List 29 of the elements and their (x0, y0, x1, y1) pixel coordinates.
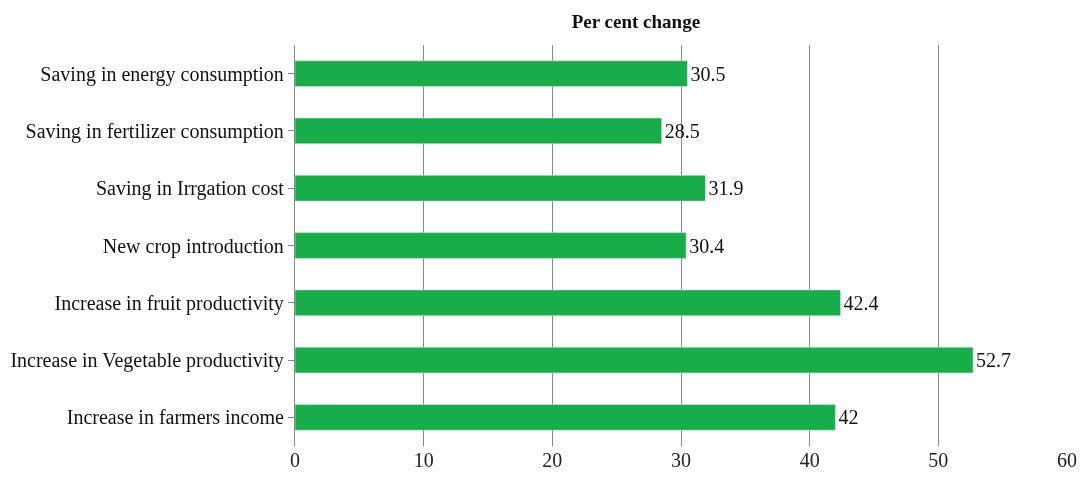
bar (295, 289, 841, 316)
y-tick-label: Saving in fertilizer consumption (25, 119, 284, 143)
y-tick-label: Saving in energy consumption (40, 62, 284, 86)
x-tick-label: 20 (542, 449, 563, 471)
data-label: 31.9 (708, 177, 744, 200)
bar (295, 404, 836, 431)
data-label: 30.4 (689, 234, 725, 257)
data-label: 52.7 (976, 349, 1012, 372)
chart-title: Per cent change (571, 11, 701, 33)
y-tick-label: Saving in Irrgation cost (95, 177, 285, 201)
data-label: 42.4 (843, 291, 879, 314)
x-tick-label: 60 (1057, 449, 1077, 471)
x-tick-label: 30 (671, 449, 691, 471)
bar (295, 117, 662, 145)
bar (295, 346, 974, 374)
bar (295, 175, 706, 202)
y-tick-label: Increase in Vegetable productivity (10, 349, 284, 373)
bar (295, 60, 688, 87)
y-tick-label: New crop introduction (102, 234, 284, 258)
x-tick-label: 0 (290, 449, 300, 471)
bar (295, 232, 687, 259)
data-label: 28.5 (664, 119, 700, 142)
x-tick-label: 10 (413, 449, 434, 471)
y-tick-label: Increase in farmers income (66, 406, 284, 429)
data-label: 42 (838, 406, 859, 429)
x-tick-label: 50 (928, 449, 949, 471)
y-tick-label: Increase in fruit productivity (54, 291, 284, 315)
x-tick-label: 40 (799, 449, 820, 471)
data-label: 30.5 (690, 62, 726, 85)
